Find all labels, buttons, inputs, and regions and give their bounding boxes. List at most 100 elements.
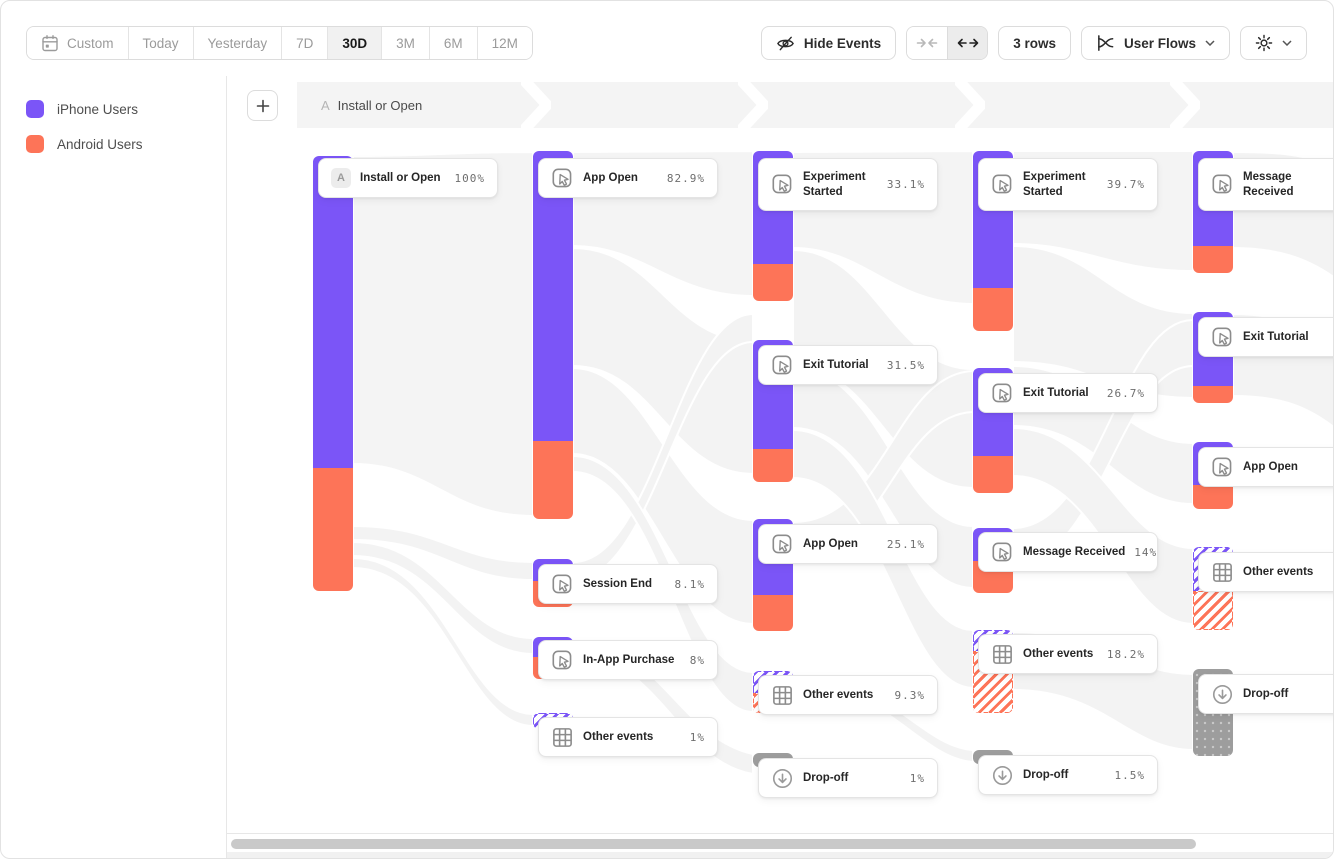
path-step-band[interactable]: A Install or Open xyxy=(297,82,1333,128)
event-card-app-open[interactable]: App Open 25.1% xyxy=(758,524,938,564)
rows-button[interactable]: 3 rows xyxy=(998,26,1071,60)
hide-events-button[interactable]: Hide Events xyxy=(760,26,897,60)
event-card-exit-tutorial[interactable]: Exit Tutorial 26.7% xyxy=(978,373,1158,413)
event-card-experiment-started[interactable]: Experiment Started 39.7% xyxy=(978,158,1158,211)
event-label: Other events xyxy=(1023,647,1094,660)
date-range-custom[interactable]: Custom xyxy=(27,27,128,59)
event-card-message-received[interactable]: Message Received 14% xyxy=(978,532,1158,572)
event-percentage: 1% xyxy=(689,730,705,744)
path-step-separator xyxy=(521,82,551,128)
event-label: App Open xyxy=(583,171,638,184)
event-percentage: 26.7% xyxy=(1106,386,1145,400)
event-percentage: 1% xyxy=(909,771,925,785)
event-label: Message Received xyxy=(1243,170,1294,198)
event-card-drop-off[interactable]: Drop-off xyxy=(1198,674,1333,714)
date-range-label: 12M xyxy=(491,35,518,51)
bar-segment-orange[interactable] xyxy=(753,264,793,301)
date-range-label: Today xyxy=(142,35,179,51)
legend-label: iPhone Users xyxy=(57,101,139,117)
bar-segment-orange[interactable] xyxy=(1193,386,1233,403)
event-percentage: 1.5% xyxy=(1114,768,1145,782)
step-a-badge: A xyxy=(331,168,351,188)
bar-segment-orange[interactable] xyxy=(313,468,353,591)
bar-segment-orange[interactable] xyxy=(973,288,1013,331)
other-events-grid-icon xyxy=(551,726,574,749)
gear-icon xyxy=(1255,34,1273,52)
date-range-7d[interactable]: 7D xyxy=(281,27,328,59)
date-range-label: 7D xyxy=(296,35,314,51)
date-range-label: Yesterday xyxy=(207,35,268,51)
bar-segment-purple[interactable] xyxy=(313,156,353,468)
legend-panel: iPhone Users Android Users xyxy=(1,76,227,858)
date-range-30d[interactable]: 30D xyxy=(327,27,382,59)
date-range-label: 6M xyxy=(443,35,463,51)
horizontal-scrollbar-thumb[interactable] xyxy=(231,839,1196,849)
date-range-today[interactable]: Today xyxy=(127,27,193,59)
event-cursor-icon xyxy=(551,649,574,672)
legend-label: Android Users xyxy=(57,136,143,152)
event-cursor-icon xyxy=(771,354,794,377)
event-card-drop-off[interactable]: Drop-off 1.5% xyxy=(978,755,1158,795)
drop-off-icon xyxy=(1211,683,1234,706)
bar-segment-orange[interactable] xyxy=(1193,485,1233,509)
path-step-separator xyxy=(955,82,985,128)
legend-swatch xyxy=(26,100,44,118)
chevron-down-icon xyxy=(1282,40,1292,46)
view-mode-dropdown[interactable]: User Flows xyxy=(1080,26,1230,60)
event-label: Install or Open xyxy=(360,171,441,184)
bar-segment-hatch-orange[interactable] xyxy=(1193,591,1233,630)
path-header: A Install or Open xyxy=(227,76,1333,128)
flow-canvas: A Install or Open 100% App Open 82.9% Session… xyxy=(227,128,1333,834)
date-range-label: Custom xyxy=(67,35,114,51)
bar-segment-orange[interactable] xyxy=(1193,246,1233,273)
date-range-3m[interactable]: 3M xyxy=(381,27,429,59)
path-step-separator xyxy=(1170,82,1200,128)
date-range-6m[interactable]: 6M xyxy=(428,27,477,59)
event-cursor-icon xyxy=(551,167,574,190)
content-area: iPhone Users Android Users A Install or O… xyxy=(1,76,1333,858)
event-percentage: 8% xyxy=(689,653,705,667)
legend-item-iphone-users[interactable]: iPhone Users xyxy=(26,96,226,122)
event-card-experiment-started[interactable]: Experiment Started 33.1% xyxy=(758,158,938,211)
event-label: Other events xyxy=(583,730,654,743)
legend-swatch xyxy=(26,135,44,153)
legend-item-android-users[interactable]: Android Users xyxy=(26,131,226,157)
event-card-message-received[interactable]: Message Received xyxy=(1198,158,1333,211)
collapse-columns-icon[interactable] xyxy=(907,27,948,59)
event-label: Session End xyxy=(583,577,653,590)
add-step-button[interactable] xyxy=(247,90,278,121)
event-card-in-app-purchase[interactable]: In-App Purchase 8% xyxy=(538,640,718,680)
bar-segment-orange[interactable] xyxy=(753,449,793,482)
flow-bar-install-or-open[interactable] xyxy=(313,156,353,591)
event-card-app-open[interactable]: App Open xyxy=(1198,447,1333,487)
bar-segment-orange[interactable] xyxy=(753,595,793,631)
event-card-session-end[interactable]: Session End 8.1% xyxy=(538,564,718,604)
event-card-other-events[interactable]: Other events xyxy=(1198,552,1333,592)
scrollbar-track[interactable] xyxy=(227,834,1333,858)
event-card-other-events[interactable]: Other events 9.3% xyxy=(758,675,938,715)
rows-label: 3 rows xyxy=(1013,35,1056,51)
event-label: Exit Tutorial xyxy=(803,358,869,371)
event-card-other-events[interactable]: Other events 18.2% xyxy=(978,634,1158,674)
event-card-other-events[interactable]: Other events 1% xyxy=(538,717,718,757)
date-range-control: Custom Today Yesterday 7D 30D 3M 6M 12M xyxy=(26,26,533,60)
event-card-app-open[interactable]: App Open 82.9% xyxy=(538,158,718,198)
bar-segment-purple[interactable] xyxy=(533,151,573,441)
path-step-label: Install or Open xyxy=(337,97,423,113)
settings-dropdown[interactable] xyxy=(1240,26,1307,60)
event-percentage: 100% xyxy=(454,171,485,185)
expand-columns-icon[interactable] xyxy=(947,27,988,59)
bar-segment-orange[interactable] xyxy=(973,456,1013,493)
date-range-12m[interactable]: 12M xyxy=(476,27,532,59)
date-range-yesterday[interactable]: Yesterday xyxy=(192,27,282,59)
chevron-down-icon xyxy=(1205,40,1215,46)
event-card-drop-off[interactable]: Drop-off 1% xyxy=(758,758,938,798)
flow-bar-app-open[interactable] xyxy=(533,151,573,519)
bar-segment-orange[interactable] xyxy=(533,441,573,519)
other-events-grid-icon xyxy=(1211,561,1234,584)
event-label: App Open xyxy=(1243,460,1298,473)
event-cursor-icon xyxy=(991,173,1014,196)
event-card-exit-tutorial[interactable]: Exit Tutorial 31.5% xyxy=(758,345,938,385)
event-card-install-or-open[interactable]: A Install or Open 100% xyxy=(318,158,498,198)
event-card-exit-tutorial[interactable]: Exit Tutorial xyxy=(1198,317,1333,357)
